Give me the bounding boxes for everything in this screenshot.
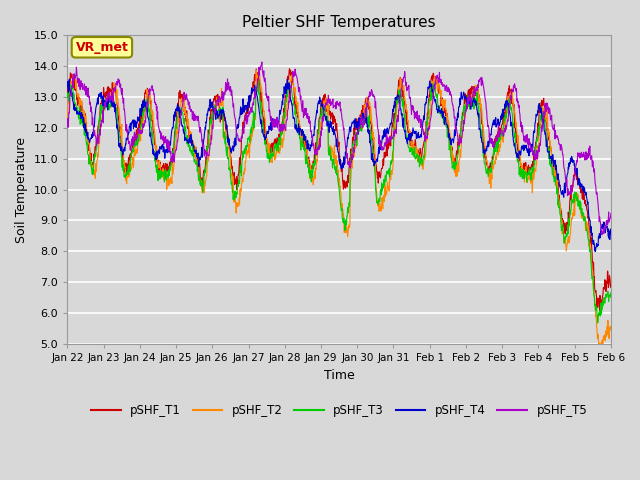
pSHF_T2: [184, 116, 192, 122]
Y-axis label: Soil Temperature: Soil Temperature: [15, 137, 28, 242]
pSHF_T4: [607, 231, 615, 237]
pSHF_T1: [495, 128, 502, 134]
pSHF_T3: [245, 136, 253, 142]
Line: pSHF_T5: pSHF_T5: [67, 62, 611, 235]
pSHF_T3: [184, 144, 192, 149]
pSHF_T3: [594, 320, 602, 326]
pSHF_T3: [607, 289, 615, 295]
Line: pSHF_T4: pSHF_T4: [67, 80, 611, 252]
pSHF_T1: [607, 282, 615, 288]
pSHF_T1: [63, 84, 71, 90]
pSHF_T1: [424, 110, 431, 116]
Line: pSHF_T3: pSHF_T3: [67, 81, 611, 323]
pSHF_T3: [495, 134, 502, 140]
X-axis label: Time: Time: [324, 369, 355, 382]
pSHF_T5: [258, 59, 266, 65]
pSHF_T3: [254, 78, 262, 84]
Legend: pSHF_T1, pSHF_T2, pSHF_T3, pSHF_T4, pSHF_T5: pSHF_T1, pSHF_T2, pSHF_T3, pSHF_T4, pSHF…: [86, 399, 592, 421]
pSHF_T3: [171, 134, 179, 140]
pSHF_T1: [171, 129, 179, 135]
pSHF_T2: [495, 142, 502, 148]
pSHF_T4: [245, 99, 253, 105]
pSHF_T1: [184, 124, 192, 130]
Title: Peltier SHF Temperatures: Peltier SHF Temperatures: [243, 15, 436, 30]
pSHF_T5: [495, 130, 502, 136]
pSHF_T5: [171, 150, 179, 156]
pSHF_T5: [543, 100, 550, 106]
pSHF_T1: [245, 98, 253, 104]
pSHF_T4: [495, 119, 502, 125]
pSHF_T4: [424, 87, 431, 93]
pSHF_T4: [171, 114, 179, 120]
pSHF_T2: [424, 131, 431, 136]
pSHF_T5: [607, 211, 615, 216]
pSHF_T1: [543, 116, 550, 122]
pSHF_T2: [63, 121, 71, 127]
pSHF_T1: [285, 66, 293, 72]
pSHF_T5: [184, 102, 192, 108]
Text: VR_met: VR_met: [76, 41, 129, 54]
Line: pSHF_T1: pSHF_T1: [67, 69, 611, 310]
pSHF_T4: [543, 137, 550, 143]
pSHF_T2: [171, 148, 179, 154]
pSHF_T4: [184, 139, 192, 145]
pSHF_T2: [595, 341, 603, 347]
pSHF_T5: [63, 120, 71, 125]
pSHF_T4: [591, 249, 599, 254]
pSHF_T3: [63, 90, 71, 96]
pSHF_T5: [598, 232, 605, 238]
Line: pSHF_T2: pSHF_T2: [67, 70, 611, 344]
pSHF_T2: [607, 327, 615, 333]
pSHF_T5: [245, 108, 253, 114]
pSHF_T4: [63, 84, 71, 89]
pSHF_T2: [245, 141, 253, 146]
pSHF_T2: [543, 119, 550, 125]
pSHF_T1: [596, 307, 604, 313]
pSHF_T2: [252, 67, 260, 73]
pSHF_T3: [543, 135, 550, 141]
pSHF_T3: [424, 114, 431, 120]
pSHF_T4: [284, 77, 291, 83]
pSHF_T5: [424, 125, 431, 131]
